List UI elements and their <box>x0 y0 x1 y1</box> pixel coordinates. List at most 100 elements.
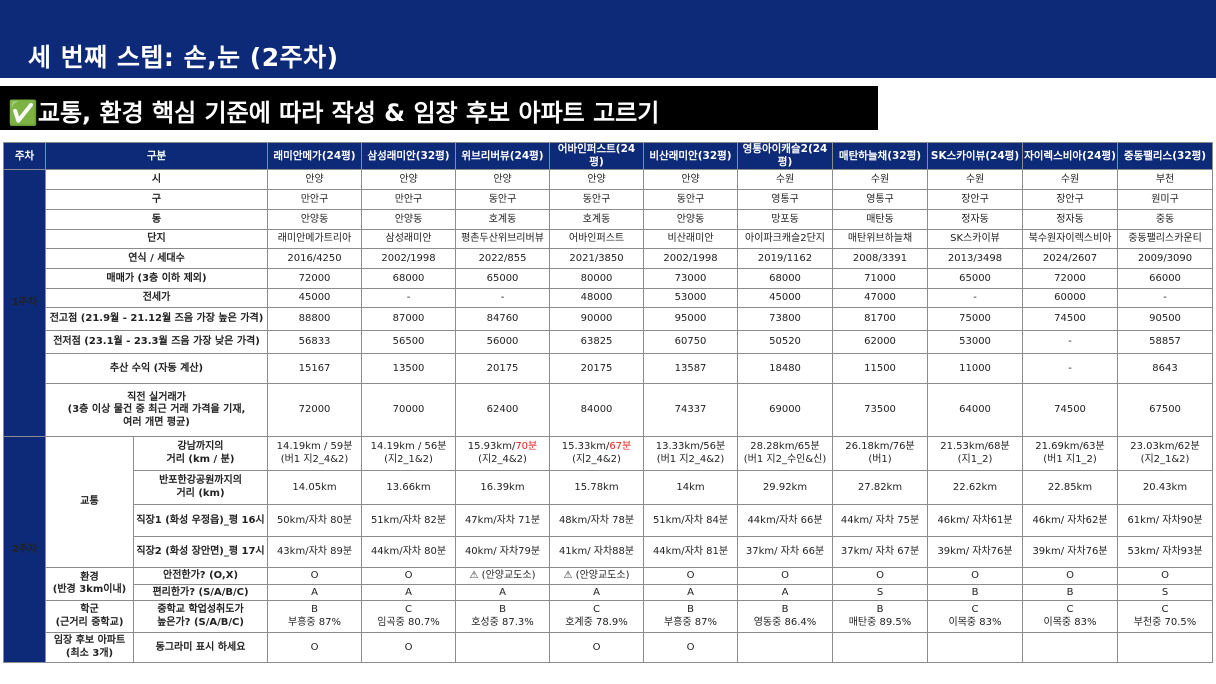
work1-value: 44km/자차 66분 <box>737 504 834 538</box>
low-label: 전저점 (23.1월 - 23.3월 즈음 가장 낮은 가격) <box>44 330 269 355</box>
work2-label: 직장2 (화성 장안면)_평 17시 <box>132 536 269 569</box>
school-name: 매탄중 89.5% <box>848 616 912 628</box>
recent-value: 62400 <box>455 383 551 438</box>
profit-value: - <box>1022 353 1119 385</box>
profit-value: 11500 <box>832 353 929 385</box>
dong-value: 호계동 <box>455 209 551 231</box>
work2-value: 40km/ 자차79분 <box>455 536 551 569</box>
si-label: 시 <box>44 169 269 191</box>
gangnam-value: 15.33km/67분 (지2_4&2) <box>549 436 645 472</box>
cell-text: 학군 <box>80 604 99 616</box>
work1-value: 47km/자차 71분 <box>455 504 551 538</box>
school-grade: B <box>311 604 318 616</box>
peak-value: 81700 <box>832 307 929 332</box>
gangnam-route: (지2_1&2) <box>1140 453 1190 465</box>
school-group-label: 학군 (근거리 중학교) <box>45 600 134 634</box>
col-header-apartment: 삼성래미안(32평) <box>361 141 457 171</box>
recent-label: 직전 실거래가 (3층 이상 물건 중 최근 거래 가격을 기재, 여러 개면 평균… <box>44 383 269 438</box>
conv-value: S <box>1117 584 1214 602</box>
danji-value: 아이파크캐슬2단지 <box>737 229 834 250</box>
cand-value <box>832 632 929 664</box>
subtitle-bar: ✅교통, 환경 핵심 기준에 따라 작성 & 임장 후보 아파트 고르기 <box>0 86 878 130</box>
table-row: 직장1 (화성 우정읍)_평 16시 50km/자차 80분 51km/자차 82분… <box>4 504 1214 538</box>
week1-label: 1주차 <box>3 169 46 438</box>
sale-value: 80000 <box>549 268 645 290</box>
safe-value: O <box>832 567 929 586</box>
gangnam-route: (버1) <box>868 453 892 465</box>
cand-value <box>1022 632 1119 664</box>
table-row: 매매가 (3층 이하 제외) 72000 68000 65000 80000 73000 6… <box>4 268 1214 290</box>
school-grade: B <box>781 604 789 616</box>
safe-value: ⚠ (안양교도소) <box>549 567 645 586</box>
recent-value: 69000 <box>737 383 834 438</box>
conv-value: S <box>832 584 929 602</box>
safe-value: O <box>737 567 834 586</box>
peak-value: 74500 <box>1022 307 1119 332</box>
conv-value: A <box>737 584 834 602</box>
work2-value: 43km/자차 89분 <box>267 536 363 569</box>
jeonse-value: - <box>927 288 1024 309</box>
dong-value: 망포동 <box>737 209 834 231</box>
school-grade: B <box>499 604 506 616</box>
cell-text: 거리 (km / 분) <box>166 453 235 465</box>
col-header-apartment: 자이렉스비아(24평) <box>1022 141 1119 171</box>
danji-value: 매탄위브하늘채 <box>832 229 929 250</box>
cell-text: (근거리 중학교) <box>55 616 124 628</box>
school-value: C 이목중 83% <box>927 600 1024 634</box>
dong-value: 안양동 <box>267 209 363 231</box>
low-value: 56500 <box>361 330 457 355</box>
hangang-value: 13.66km <box>361 470 457 506</box>
danji-label: 단지 <box>44 229 269 250</box>
cand-value: O <box>267 632 363 664</box>
hangang-label: 반포한강공원까지의 거리 (km) <box>132 470 269 506</box>
conv-value: A <box>267 584 363 602</box>
school-value: B 부흥중 87% <box>643 600 739 634</box>
school-name: 호계중 78.9% <box>565 616 628 628</box>
work1-value: 48km/자차 78분 <box>549 504 645 538</box>
work1-value: 46km/ 자차61분 <box>927 504 1024 538</box>
table-row: 학군 (근거리 중학교) 중학교 학업성취도가 높은가? (S/A/B/C) B 부흥중 … <box>4 600 1214 634</box>
peak-value: 73800 <box>737 307 834 332</box>
si-value: 안양 <box>549 169 645 191</box>
school-name: 임곡중 80.7% <box>377 616 440 628</box>
peak-value: 84760 <box>455 307 551 332</box>
school-value: B 매탄중 89.5% <box>832 600 929 634</box>
col-header-apartment: 매탄하늘채(32평) <box>832 141 929 171</box>
sale-value: 65000 <box>455 268 551 290</box>
conv-value: A <box>549 584 645 602</box>
col-header-category: 구분 <box>44 141 269 171</box>
jeonse-value: 60000 <box>1022 288 1119 309</box>
dong-value: 중동 <box>1117 209 1214 231</box>
col-header-apartment: 비산래미안(32평) <box>643 141 739 171</box>
table-row: 1주차 시 안양 안양 안양 안양 안양 수원 수원 수원 수원 부천 <box>3 169 1214 438</box>
work2-value: 37km/ 자차 66분 <box>737 536 834 569</box>
si-value: 수원 <box>832 169 929 191</box>
si-value: 수원 <box>737 169 834 191</box>
gangnam-distance: 14.19km / 59분 <box>276 441 353 453</box>
profit-value: 18480 <box>737 353 834 385</box>
gangnam-value: 13.33km/56분 (버1 지2_4&2) <box>643 436 739 472</box>
table-row: 주차 구분 래미안메가(24평) 삼성래미안(32평) 위브리버뷰(24평) 어바인퍼스트… <box>3 141 1214 171</box>
environment-label: 환경 (반경 3km이내) <box>45 567 134 602</box>
sale-value: 65000 <box>927 268 1024 290</box>
gangnam-value: 28.28km/65분 (버1 지2_수인&신) <box>737 436 834 472</box>
cell-text: (반경 3km이내) <box>52 584 127 596</box>
si-value: 수원 <box>1022 169 1119 191</box>
low-value: 60750 <box>643 330 739 355</box>
danji-value: 삼성래미안 <box>361 229 457 250</box>
sale-value: 66000 <box>1117 268 1214 290</box>
gu-value: 영통구 <box>832 189 929 211</box>
col-header-apartment: 래미안메가(24평) <box>267 141 363 171</box>
peak-value: 90500 <box>1117 307 1214 332</box>
school-name: 호성중 87.3% <box>471 616 534 628</box>
recent-value: 74337 <box>643 383 739 438</box>
recent-value: 67500 <box>1117 383 1214 438</box>
conv-value: B <box>1022 584 1119 602</box>
gu-value: 동안구 <box>643 189 739 211</box>
low-value: 58857 <box>1117 330 1214 355</box>
cell-text: (최소 3개) <box>65 647 114 659</box>
cell-text: 여러 개면 평균) <box>123 416 190 428</box>
cell-text: 중학교 학업성취도가 <box>157 604 244 616</box>
gangnam-route: (버1 지2_수인&신) <box>743 453 827 465</box>
year-value: 2002/1998 <box>643 248 739 270</box>
